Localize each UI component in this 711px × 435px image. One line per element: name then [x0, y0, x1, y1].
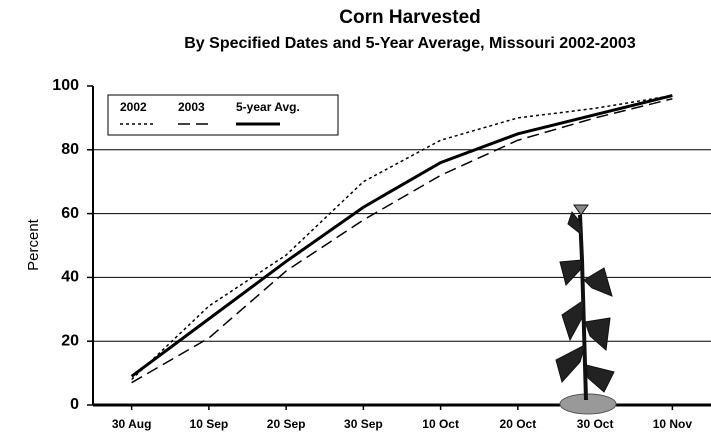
- legend-label: 5-year Avg.: [236, 100, 300, 114]
- series-line: [131, 98, 673, 384]
- x-tick-label: 10 Oct: [422, 417, 459, 431]
- corn-plant-illustration: [555, 204, 617, 415]
- x-tick-label: 30 Sep: [344, 417, 383, 431]
- legend-label: 2002: [120, 100, 147, 114]
- y-tick-label: 0: [70, 396, 79, 413]
- x-tick-label: 20 Sep: [267, 417, 306, 431]
- x-tick-label: 10 Nov: [653, 417, 693, 431]
- y-axis-label: Percent: [25, 218, 42, 271]
- legend-label: 2003: [178, 100, 205, 114]
- y-tick-label: 20: [61, 332, 79, 349]
- y-tick-label: 40: [61, 269, 79, 286]
- x-tick-label: 30 Aug: [112, 417, 152, 431]
- legend-box: [107, 94, 339, 136]
- series-line: [131, 94, 673, 381]
- x-tick-label: 10 Sep: [190, 417, 229, 431]
- y-tick-label: 80: [61, 141, 79, 158]
- chart-subtitle: By Specified Dates and 5-Year Average, M…: [184, 35, 636, 52]
- legend: 2002 2003 5-year Avg.: [107, 94, 339, 136]
- x-tick-label: 30 Oct: [577, 417, 614, 431]
- y-tick-label: 60: [61, 205, 79, 222]
- y-tick-label: 100: [52, 77, 79, 94]
- x-tick-label: 20 Oct: [500, 417, 537, 431]
- series-line: [130, 94, 673, 378]
- plot-area: 0 20 40 60 80 100 30 Aug 10 Sep 20 Sep 30 Sep 10 O…: [52, 77, 711, 431]
- chart-title: Corn Harvested: [339, 7, 481, 28]
